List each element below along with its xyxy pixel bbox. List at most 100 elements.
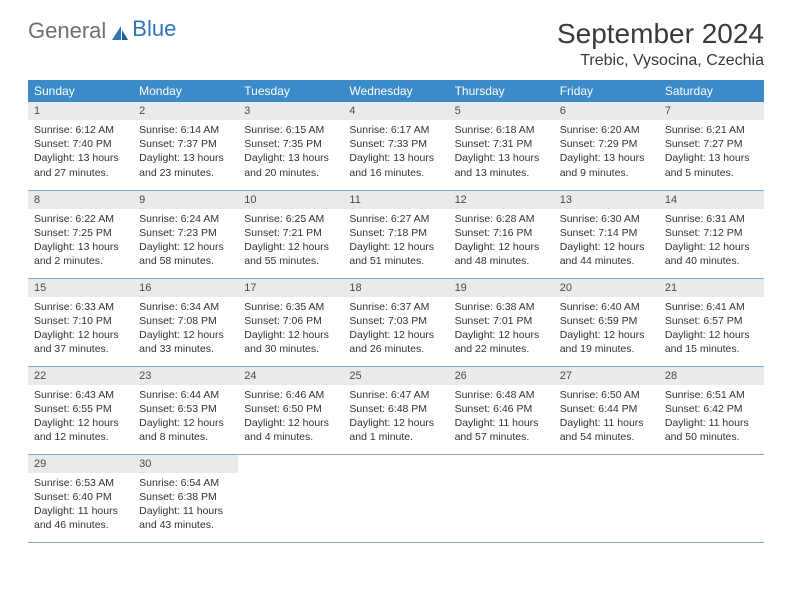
sunrise-text: Sunrise: 6:51 AM: [665, 388, 758, 402]
calendar-day-cell: 2Sunrise: 6:14 AMSunset: 7:37 PMDaylight…: [133, 102, 238, 190]
day-number: 11: [343, 191, 448, 209]
sunset-text: Sunset: 6:42 PM: [665, 402, 758, 416]
daylight-text: Daylight: 12 hours and 15 minutes.: [665, 328, 758, 356]
calendar-day-cell: 19Sunrise: 6:38 AMSunset: 7:01 PMDayligh…: [449, 278, 554, 366]
day-details: Sunrise: 6:38 AMSunset: 7:01 PMDaylight:…: [449, 297, 554, 363]
sunrise-text: Sunrise: 6:50 AM: [560, 388, 653, 402]
sunrise-text: Sunrise: 6:37 AM: [349, 300, 442, 314]
daylight-text: Daylight: 12 hours and 8 minutes.: [139, 416, 232, 444]
daylight-text: Daylight: 12 hours and 22 minutes.: [455, 328, 548, 356]
sunrise-text: Sunrise: 6:20 AM: [560, 123, 653, 137]
sunset-text: Sunset: 7:37 PM: [139, 137, 232, 151]
daylight-text: Daylight: 13 hours and 27 minutes.: [34, 151, 127, 179]
day-details: Sunrise: 6:47 AMSunset: 6:48 PMDaylight:…: [343, 385, 448, 451]
day-number: 22: [28, 367, 133, 385]
calendar-day-cell: 3Sunrise: 6:15 AMSunset: 7:35 PMDaylight…: [238, 102, 343, 190]
sunset-text: Sunset: 6:57 PM: [665, 314, 758, 328]
sunset-text: Sunset: 6:46 PM: [455, 402, 548, 416]
weekday-header: Sunday: [28, 80, 133, 102]
month-title: September 2024: [557, 18, 764, 50]
daylight-text: Daylight: 12 hours and 30 minutes.: [244, 328, 337, 356]
day-details: Sunrise: 6:41 AMSunset: 6:57 PMDaylight:…: [659, 297, 764, 363]
daylight-text: Daylight: 13 hours and 20 minutes.: [244, 151, 337, 179]
calendar-day-cell: 14Sunrise: 6:31 AMSunset: 7:12 PMDayligh…: [659, 190, 764, 278]
sunrise-text: Sunrise: 6:34 AM: [139, 300, 232, 314]
sunrise-text: Sunrise: 6:17 AM: [349, 123, 442, 137]
sunset-text: Sunset: 7:16 PM: [455, 226, 548, 240]
weekday-header: Wednesday: [343, 80, 448, 102]
calendar-table: Sunday Monday Tuesday Wednesday Thursday…: [28, 80, 764, 543]
sunset-text: Sunset: 6:53 PM: [139, 402, 232, 416]
sunrise-text: Sunrise: 6:33 AM: [34, 300, 127, 314]
sunset-text: Sunset: 6:55 PM: [34, 402, 127, 416]
calendar-week-row: 22Sunrise: 6:43 AMSunset: 6:55 PMDayligh…: [28, 366, 764, 454]
daylight-text: Daylight: 12 hours and 40 minutes.: [665, 240, 758, 268]
sunrise-text: Sunrise: 6:48 AM: [455, 388, 548, 402]
daylight-text: Daylight: 11 hours and 57 minutes.: [455, 416, 548, 444]
sunrise-text: Sunrise: 6:24 AM: [139, 212, 232, 226]
sunset-text: Sunset: 7:18 PM: [349, 226, 442, 240]
brand-sail-icon: [110, 22, 130, 40]
sunrise-text: Sunrise: 6:30 AM: [560, 212, 653, 226]
calendar-day-cell: 5Sunrise: 6:18 AMSunset: 7:31 PMDaylight…: [449, 102, 554, 190]
day-details: Sunrise: 6:40 AMSunset: 6:59 PMDaylight:…: [554, 297, 659, 363]
daylight-text: Daylight: 11 hours and 54 minutes.: [560, 416, 653, 444]
sunset-text: Sunset: 6:50 PM: [244, 402, 337, 416]
calendar-day-cell: 28 Sunrise: 6:51 AMSunset: 6:42 PMDayligh…: [659, 366, 764, 454]
day-details: Sunrise: 6:18 AMSunset: 7:31 PMDaylight:…: [449, 120, 554, 186]
day-details: Sunrise: 6:54 AMSunset: 6:38 PMDaylight:…: [133, 473, 238, 539]
sunrise-text: Sunrise: 6:35 AM: [244, 300, 337, 314]
day-number: 5: [449, 102, 554, 120]
daylight-text: Daylight: 13 hours and 23 minutes.: [139, 151, 232, 179]
day-number: 19: [449, 279, 554, 297]
day-number: 27: [554, 367, 659, 385]
daylight-text: Daylight: 12 hours and 4 minutes.: [244, 416, 337, 444]
sunrise-text: Sunrise: 6:54 AM: [139, 476, 232, 490]
day-number: 26: [449, 367, 554, 385]
sunset-text: Sunset: 6:48 PM: [349, 402, 442, 416]
day-details: Sunrise: 6:31 AMSunset: 7:12 PMDaylight:…: [659, 209, 764, 275]
daylight-text: Daylight: 12 hours and 51 minutes.: [349, 240, 442, 268]
daylight-text: Daylight: 11 hours and 50 minutes.: [665, 416, 758, 444]
calendar-day-cell: [238, 454, 343, 542]
calendar-day-cell: 29Sunrise: 6:53 AMSunset: 6:40 PMDayligh…: [28, 454, 133, 542]
daylight-text: Daylight: 12 hours and 44 minutes.: [560, 240, 653, 268]
brand-logo: General Blue: [28, 18, 176, 44]
sunset-text: Sunset: 7:25 PM: [34, 226, 127, 240]
sunset-text: Sunset: 6:40 PM: [34, 490, 127, 504]
daylight-text: Daylight: 12 hours and 55 minutes.: [244, 240, 337, 268]
sunrise-text: Sunrise: 6:41 AM: [665, 300, 758, 314]
sunset-text: Sunset: 6:44 PM: [560, 402, 653, 416]
day-number: 28: [659, 367, 764, 385]
day-details: Sunrise: 6:15 AMSunset: 7:35 PMDaylight:…: [238, 120, 343, 186]
sunrise-text: Sunrise: 6:28 AM: [455, 212, 548, 226]
day-details: Sunrise: 6:50 AMSunset: 6:44 PMDaylight:…: [554, 385, 659, 451]
day-details: Sunrise: 6:34 AMSunset: 7:08 PMDaylight:…: [133, 297, 238, 363]
day-details: Sunrise: 6:35 AMSunset: 7:06 PMDaylight:…: [238, 297, 343, 363]
sunset-text: Sunset: 7:03 PM: [349, 314, 442, 328]
sunrise-text: Sunrise: 6:25 AM: [244, 212, 337, 226]
calendar-week-row: 8Sunrise: 6:22 AMSunset: 7:25 PMDaylight…: [28, 190, 764, 278]
calendar-day-cell: 30Sunrise: 6:54 AMSunset: 6:38 PMDayligh…: [133, 454, 238, 542]
sunset-text: Sunset: 7:10 PM: [34, 314, 127, 328]
sunrise-text: Sunrise: 6:47 AM: [349, 388, 442, 402]
calendar-day-cell: 26 Sunrise: 6:48 AMSunset: 6:46 PMDayligh…: [449, 366, 554, 454]
calendar-day-cell: 21Sunrise: 6:41 AMSunset: 6:57 PMDayligh…: [659, 278, 764, 366]
daylight-text: Daylight: 12 hours and 37 minutes.: [34, 328, 127, 356]
day-number: 14: [659, 191, 764, 209]
day-number: 8: [28, 191, 133, 209]
day-details: Sunrise: 6:28 AMSunset: 7:16 PMDaylight:…: [449, 209, 554, 275]
sunset-text: Sunset: 7:29 PM: [560, 137, 653, 151]
daylight-text: Daylight: 13 hours and 2 minutes.: [34, 240, 127, 268]
sunrise-text: Sunrise: 6:27 AM: [349, 212, 442, 226]
brand-part2: Blue: [132, 16, 176, 42]
calendar-page: General Blue September 2024 Trebic, Vyso…: [0, 0, 792, 561]
calendar-day-cell: 16Sunrise: 6:34 AMSunset: 7:08 PMDayligh…: [133, 278, 238, 366]
calendar-day-cell: 22Sunrise: 6:43 AMSunset: 6:55 PMDayligh…: [28, 366, 133, 454]
day-details: Sunrise: 6:37 AMSunset: 7:03 PMDaylight:…: [343, 297, 448, 363]
daylight-text: Daylight: 12 hours and 1 minute.: [349, 416, 442, 444]
page-header: General Blue September 2024 Trebic, Vyso…: [28, 18, 764, 70]
daylight-text: Daylight: 12 hours and 58 minutes.: [139, 240, 232, 268]
calendar-week-row: 15Sunrise: 6:33 AMSunset: 7:10 PMDayligh…: [28, 278, 764, 366]
calendar-week-row: 1Sunrise: 6:12 AMSunset: 7:40 PMDaylight…: [28, 102, 764, 190]
